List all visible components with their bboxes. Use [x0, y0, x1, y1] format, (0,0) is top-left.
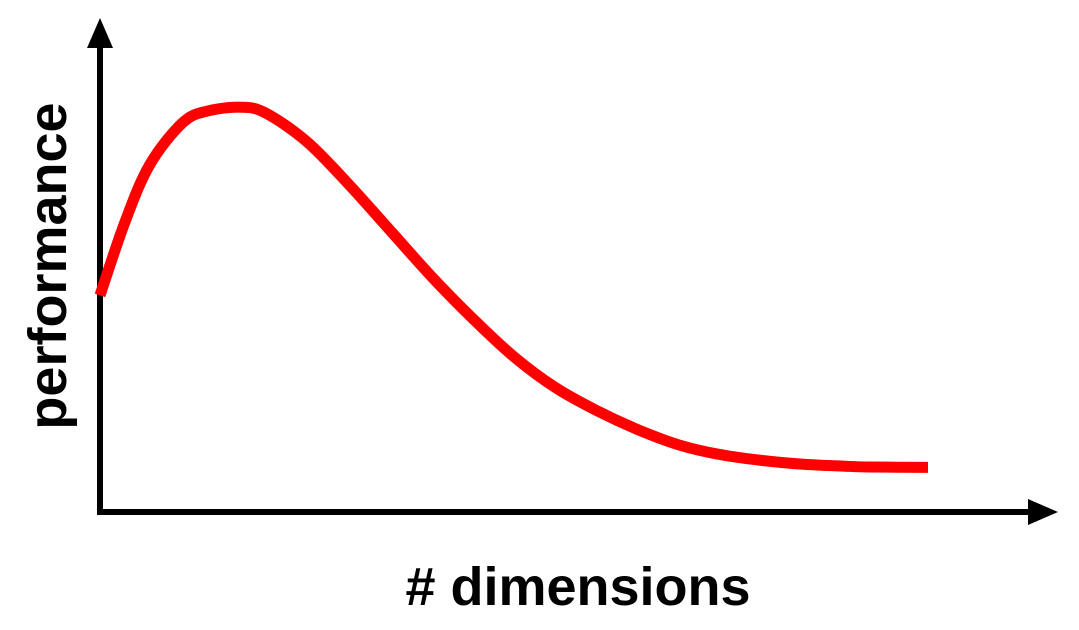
y-axis-arrow-icon [87, 18, 113, 48]
series-layer [94, 101, 929, 473]
axes [87, 18, 1058, 525]
performance-curve-line [94, 101, 929, 473]
x-axis-arrow-icon [1028, 499, 1058, 525]
y-axis-label: performance [18, 102, 78, 429]
x-axis-label: # dimensions [405, 557, 750, 617]
